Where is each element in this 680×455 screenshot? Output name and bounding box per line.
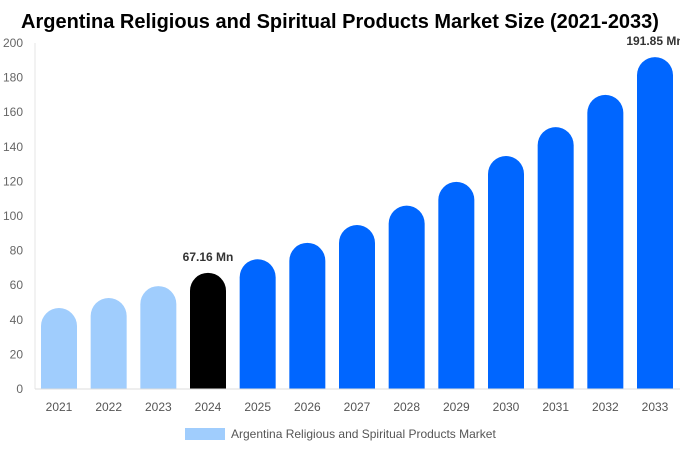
y-tick-label: 100	[3, 209, 23, 223]
x-tick-label: 2023	[145, 400, 172, 414]
chart-title: Argentina Religious and Spiritual Produc…	[21, 11, 659, 33]
bar-2023[interactable]	[140, 286, 177, 389]
bars	[41, 57, 673, 390]
x-tick-label: 2027	[344, 400, 371, 414]
y-axis: 0 20 40 60 80 100 120 140 160 180 200	[3, 36, 36, 396]
x-tick-label: 2026	[294, 400, 321, 414]
y-tick-label: 140	[3, 140, 23, 154]
y-tick-label: 160	[3, 105, 23, 119]
legend-label: Argentina Religious and Spiritual Produc…	[231, 427, 496, 441]
y-tick-label: 180	[3, 71, 23, 85]
x-tick-label: 2029	[443, 400, 470, 414]
x-tick-label: 2021	[46, 400, 73, 414]
data-label: 67.16 Mn	[183, 250, 234, 264]
y-tick-label: 40	[10, 313, 24, 327]
x-tick-label: 2030	[493, 400, 520, 414]
y-tick-label: 0	[16, 382, 23, 396]
bar-2024[interactable]	[190, 272, 226, 389]
bar-2030[interactable]	[488, 155, 524, 389]
bar-2028[interactable]	[388, 205, 425, 389]
legend[interactable]: Argentina Religious and Spiritual Produc…	[185, 427, 496, 441]
bar-2029[interactable]	[438, 181, 475, 389]
x-tick-label: 2024	[195, 400, 222, 414]
x-tick-label: 2031	[542, 400, 569, 414]
x-tick-label: 2028	[393, 400, 420, 414]
x-axis: 2021 2022 2023 2024 2025 2026 2027 2028 2029 2030…	[35, 388, 680, 414]
y-tick-label: 60	[10, 278, 24, 292]
bar-2032[interactable]	[587, 94, 624, 389]
bar-2033[interactable]	[637, 57, 673, 390]
bar-2027[interactable]	[339, 224, 375, 389]
y-tick-label: 200	[3, 36, 23, 50]
x-tick-label: 2032	[592, 400, 619, 414]
data-label: 191.85 Mn	[626, 34, 680, 48]
x-tick-label: 2025	[244, 400, 271, 414]
data-labels: 67.16 Mn 191.85 Mn	[183, 34, 680, 264]
bar-2025[interactable]	[239, 259, 276, 389]
x-tick-label: 2033	[642, 400, 669, 414]
bar-2021[interactable]	[41, 308, 77, 389]
bar-2031[interactable]	[537, 127, 574, 389]
bar-2026[interactable]	[289, 242, 326, 389]
y-tick-label: 120	[3, 174, 23, 188]
x-tick-label: 2022	[95, 400, 122, 414]
y-tick-label: 20	[10, 347, 24, 361]
y-tick-label: 80	[10, 244, 24, 258]
legend-swatch	[185, 428, 225, 440]
bar-2022[interactable]	[90, 298, 127, 389]
